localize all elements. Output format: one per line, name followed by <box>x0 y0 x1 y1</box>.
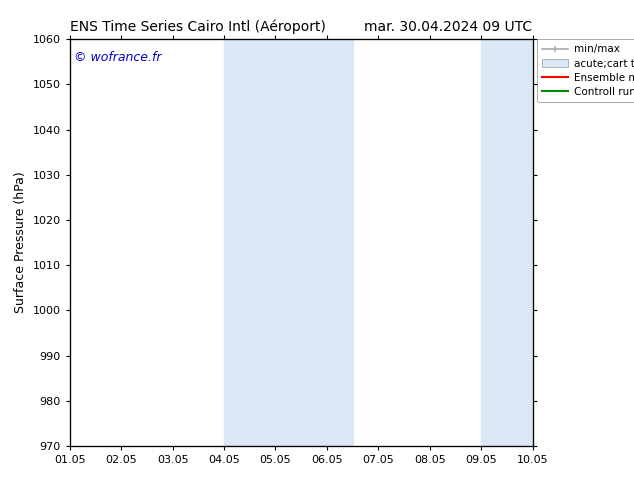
Bar <box>224 39 353 446</box>
Bar <box>481 39 559 446</box>
Text: © wofrance.fr: © wofrance.fr <box>74 51 162 64</box>
Y-axis label: Surface Pressure (hPa): Surface Pressure (hPa) <box>14 172 27 314</box>
Text: mar. 30.04.2024 09 UTC: mar. 30.04.2024 09 UTC <box>365 20 533 34</box>
Text: ENS Time Series Cairo Intl (Aéroport): ENS Time Series Cairo Intl (Aéroport) <box>70 20 326 34</box>
Legend: min/max, acute;cart type, Ensemble mean run, Controll run: min/max, acute;cart type, Ensemble mean … <box>537 39 634 102</box>
